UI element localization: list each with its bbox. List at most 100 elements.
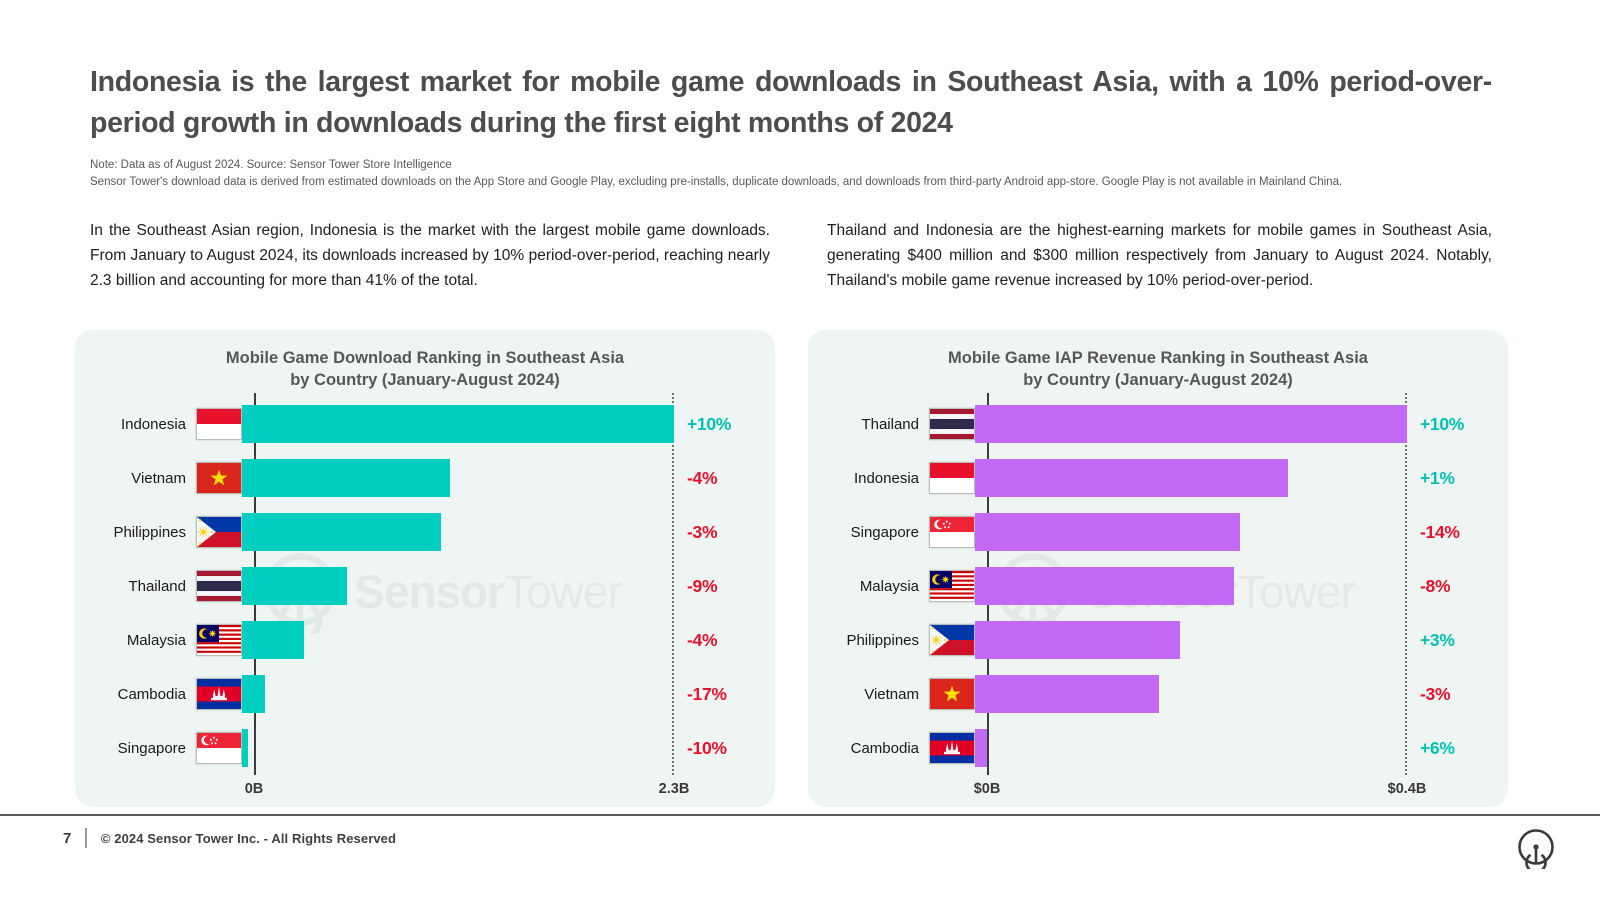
footer-page-number: 7 (63, 829, 72, 847)
bar-track (975, 729, 1407, 768)
flag-ph-icon (196, 516, 242, 549)
axis-min-label: $0B (973, 781, 1001, 798)
bar-track (242, 405, 674, 444)
axis-min-label: 0B (244, 781, 264, 798)
bar-vietnam (975, 675, 1159, 714)
change-label: +10% (687, 413, 732, 434)
change-label: -3% (687, 521, 718, 542)
note-line-1: Note: Data as of August 2024. Source: Se… (90, 158, 452, 171)
chart-row: Indonesia +1% (823, 451, 1493, 505)
page-title: Indonesia is the largest market for mobi… (90, 66, 1492, 140)
chart-row: Thailand -9% (90, 559, 760, 613)
change-label: -8% (1420, 575, 1451, 596)
change-label: +10% (1420, 413, 1465, 434)
bar-track (242, 459, 674, 498)
flag-ph-icon (929, 624, 975, 657)
country-label: Cambodia (117, 685, 186, 703)
chart-row: Cambodia +6% (823, 721, 1493, 775)
axis-max-dotted-line (672, 393, 674, 776)
chart-rows: Indonesia +10% Vietnam -4% Philippines -3% Tha… (90, 393, 760, 776)
chart-row: Vietnam -4% (90, 451, 760, 505)
bar-singapore (242, 729, 248, 768)
footer-separator (85, 828, 87, 848)
chart-panel-revenue: SensorTower Mobile Game IAP Revenue Rank… (808, 329, 1508, 807)
chart-row: Vietnam -3% (823, 667, 1493, 721)
country-label: Philippines (846, 631, 919, 649)
change-label: +3% (1420, 629, 1455, 650)
country-label: Indonesia (853, 469, 919, 487)
country-label: Indonesia (120, 415, 186, 433)
chart-title: Mobile Game IAP Revenue Ranking in South… (823, 347, 1493, 392)
flag-kh-icon (196, 678, 242, 711)
chart-rows: Thailand +10% Indonesia +1% Singapore -14% Mal… (823, 393, 1493, 776)
bar-philippines (242, 513, 442, 552)
change-label: -4% (687, 629, 718, 650)
bar-indonesia (242, 405, 674, 444)
axis-max-label: 2.3B (658, 781, 690, 798)
paragraph-downloads: In the Southeast Asian region, Indonesia… (90, 222, 770, 290)
bar-track (242, 513, 674, 552)
paragraph-revenue: Thailand and Indonesia are the highest-e… (827, 222, 1492, 290)
chart-panel-downloads: SensorTower Mobile Game Download Ranking… (75, 329, 775, 807)
flag-vn-icon (196, 462, 242, 495)
chart-row: Singapore -14% (823, 505, 1493, 559)
bar-track (242, 621, 674, 660)
country-label: Thailand (128, 577, 186, 595)
footer-copyright: © 2024 Sensor Tower Inc. - All Rights Re… (100, 830, 397, 846)
charts-section: SensorTower Mobile Game Download Ranking… (75, 329, 1600, 807)
axis-max-dotted-line (1405, 393, 1407, 776)
change-label: -14% (1420, 521, 1460, 542)
country-label: Singapore (117, 739, 186, 757)
change-label: -17% (687, 683, 727, 704)
bar-track (975, 621, 1407, 660)
axis-labels: $0B $0.4B (823, 775, 1493, 805)
bar-track (242, 729, 674, 768)
country-label: Malaysia (126, 631, 186, 649)
chart-title-line-2: by Country (January-August 2024) (290, 370, 560, 389)
bar-indonesia (975, 459, 1289, 498)
bar-track (975, 567, 1407, 606)
chart-row: Malaysia -8% (823, 559, 1493, 613)
footer-divider-line (0, 814, 1600, 816)
flag-id-icon (196, 408, 242, 441)
change-label: -3% (1420, 683, 1451, 704)
axis-labels: 0B 2.3B (90, 775, 760, 805)
country-label: Singapore (850, 523, 919, 541)
country-label: Thailand (861, 415, 919, 433)
country-label: Cambodia (850, 739, 919, 757)
bar-thailand (242, 567, 348, 606)
country-label: Vietnam (864, 685, 919, 703)
chart-row: Philippines -3% (90, 505, 760, 559)
country-label: Malaysia (859, 577, 919, 595)
bar-track (975, 675, 1407, 714)
flag-my-icon (929, 570, 975, 603)
bar-track (975, 459, 1407, 498)
change-label: +1% (1420, 467, 1455, 488)
chart-row: Philippines +3% (823, 613, 1493, 667)
change-label: -9% (687, 575, 718, 596)
flag-id-icon (929, 462, 975, 495)
chart-row: Indonesia +10% (90, 397, 760, 451)
footer: 7 © 2024 Sensor Tower Inc. - All Rights … (63, 828, 396, 848)
report-header: Indonesia is the largest market for mobi… (0, 0, 1600, 192)
bar-singapore (975, 513, 1240, 552)
axis-max-label: $0.4B (1387, 781, 1427, 798)
country-label: Vietnam (131, 469, 186, 487)
bar-track (242, 675, 674, 714)
chart-row: Thailand +10% (823, 397, 1493, 451)
chart-row: Malaysia -4% (90, 613, 760, 667)
note-line-2: Sensor Tower's download data is derived … (90, 176, 1343, 189)
country-label: Philippines (113, 523, 186, 541)
source-notes: Note: Data as of August 2024. Source: Se… (90, 157, 1492, 193)
bar-thailand (975, 405, 1407, 444)
bar-philippines (975, 621, 1181, 660)
chart-title-line-1: Mobile Game Download Ranking in Southeas… (225, 348, 625, 367)
bar-track (242, 567, 674, 606)
flag-kh-icon (929, 732, 975, 765)
bar-vietnam (242, 459, 451, 498)
bar-track (975, 405, 1407, 444)
chart-title-line-2: by Country (January-August 2024) (1023, 370, 1293, 389)
chart-title-line-1: Mobile Game IAP Revenue Ranking in South… (948, 348, 1368, 367)
flag-sg-icon (196, 732, 242, 765)
change-label: +6% (1420, 737, 1455, 758)
